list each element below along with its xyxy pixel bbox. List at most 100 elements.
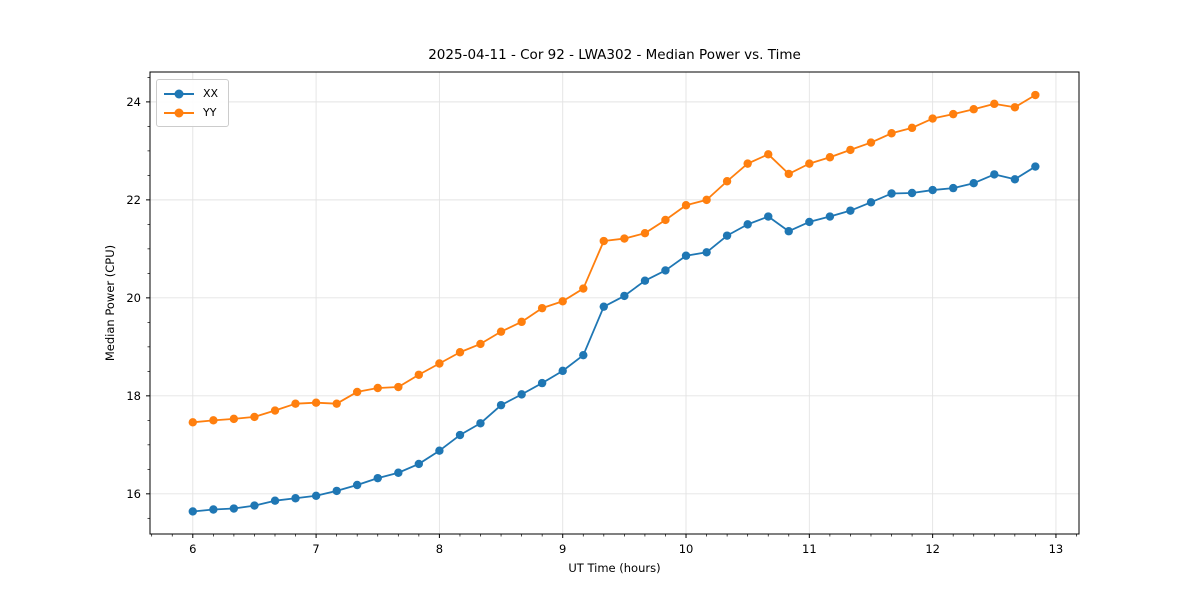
legend-label-xx: XX — [203, 87, 219, 100]
x-axis-label: UT Time (hours) — [568, 561, 661, 575]
y-axis-label: Median Power (CPU) — [103, 244, 117, 362]
data-point-xx — [928, 185, 937, 195]
data-point-yy — [969, 105, 978, 114]
data-point-xx — [722, 231, 732, 240]
data-point-xx — [702, 248, 711, 257]
data-point-yy — [681, 201, 691, 210]
data-point-xx — [743, 220, 752, 229]
data-point-xx — [681, 251, 691, 260]
data-point-xx — [969, 179, 978, 188]
data-point-yy — [784, 169, 793, 179]
data-point-yy — [887, 129, 896, 138]
x-tick-label: 13 — [1049, 542, 1064, 556]
data-point-xx — [558, 366, 567, 376]
data-point-xx — [373, 473, 382, 483]
data-point-yy — [805, 159, 814, 168]
data-point-xx — [209, 505, 218, 514]
data-point-xx — [476, 419, 485, 428]
data-point-yy — [579, 284, 588, 293]
data-point-xx — [640, 276, 650, 285]
data-point-xx — [949, 183, 958, 193]
data-point-xx — [620, 291, 629, 301]
chart-title: 2025-04-11 - Cor 92 - LWA302 - Median Po… — [428, 47, 801, 63]
data-point-yy — [620, 234, 629, 243]
data-point-yy — [949, 109, 958, 119]
x-tick-label: 11 — [802, 542, 817, 556]
data-point-xx — [846, 206, 855, 215]
y-tick-label: 22 — [126, 193, 141, 207]
data-point-xx — [229, 504, 239, 513]
data-point-yy — [702, 195, 711, 205]
data-point-yy — [846, 145, 855, 155]
data-point-xx — [270, 496, 280, 505]
data-point-xx — [825, 212, 835, 221]
data-point-yy — [743, 159, 752, 168]
data-point-xx — [784, 227, 793, 236]
data-point-xx — [537, 378, 547, 388]
axes-spines — [149, 71, 1080, 535]
data-point-yy — [188, 418, 197, 427]
data-point-yy — [866, 138, 876, 147]
data-point-yy — [435, 359, 444, 368]
data-point-yy — [414, 370, 424, 379]
x-tick-label: 7 — [312, 542, 319, 556]
series-line-xx — [192, 165, 1036, 513]
data-point-yy — [250, 412, 259, 422]
x-tick-label: 6 — [189, 542, 196, 556]
data-point-yy — [229, 414, 239, 424]
legend: XX YY — [156, 79, 229, 127]
data-point-xx — [250, 501, 259, 510]
data-point-yy — [907, 123, 917, 133]
data-point-xx — [990, 170, 999, 179]
x-tick-label: 8 — [436, 542, 443, 556]
legend-item-yy: YY — [164, 103, 220, 122]
data-point-xx — [496, 400, 506, 410]
data-point-yy — [722, 177, 732, 186]
data-point-yy — [764, 150, 773, 159]
data-point-yy — [661, 215, 670, 225]
data-point-yy — [990, 99, 999, 109]
y-tick-label: 20 — [126, 291, 141, 305]
data-point-yy — [517, 317, 526, 327]
data-point-xx — [394, 468, 403, 477]
data-point-xx — [352, 480, 362, 490]
data-point-xx — [291, 494, 300, 503]
data-point-yy — [311, 398, 321, 407]
data-point-yy — [825, 153, 835, 162]
data-point-xx — [866, 198, 876, 207]
data-point-yy — [1031, 90, 1040, 100]
data-point-xx — [455, 430, 465, 440]
data-point-xx — [1031, 162, 1040, 171]
x-tick-label: 9 — [559, 542, 566, 556]
data-point-xx — [332, 486, 341, 496]
data-point-yy — [496, 327, 506, 336]
data-point-xx — [414, 459, 424, 469]
y-tick-label: 24 — [126, 95, 141, 109]
data-point-xx — [188, 507, 197, 516]
data-point-yy — [558, 297, 567, 306]
data-point-yy — [537, 303, 547, 313]
data-point-yy — [640, 228, 650, 238]
y-tick-label: 18 — [126, 389, 141, 403]
data-point-xx — [517, 390, 526, 399]
data-point-xx — [599, 302, 608, 311]
data-point-yy — [373, 383, 382, 393]
data-point-xx — [907, 188, 917, 198]
legend-line-marker-yy-icon — [164, 108, 194, 117]
data-point-yy — [476, 339, 485, 349]
data-point-xx — [887, 189, 896, 198]
data-point-yy — [332, 399, 341, 408]
legend-label-yy: YY — [203, 106, 217, 119]
data-point-yy — [599, 236, 608, 246]
legend-item-xx: XX — [164, 84, 220, 103]
data-point-yy — [270, 406, 280, 415]
data-point-yy — [352, 387, 362, 397]
data-point-xx — [579, 350, 588, 360]
data-point-yy — [394, 382, 403, 392]
data-point-yy — [209, 416, 218, 425]
series-line-yy — [192, 94, 1036, 424]
data-point-yy — [291, 399, 300, 408]
legend-line-marker-xx-icon — [164, 89, 194, 98]
